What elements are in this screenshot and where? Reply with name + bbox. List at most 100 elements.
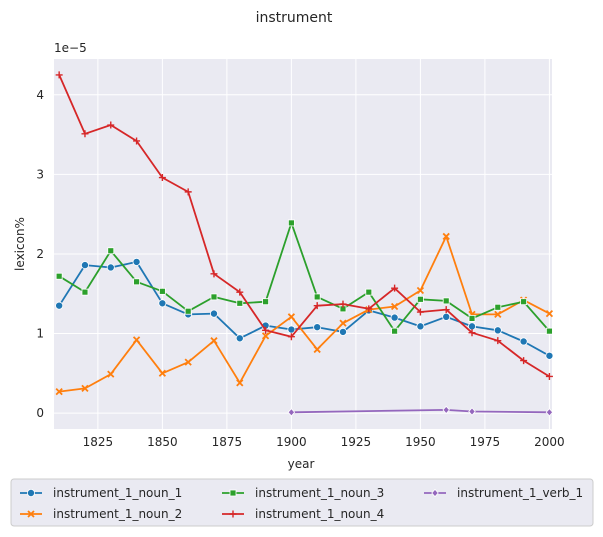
series-line	[58, 74, 550, 378]
y-tick-label: 2	[36, 247, 44, 261]
legend-item: instrument_1_verb_1	[424, 486, 583, 500]
data-point	[81, 288, 89, 296]
series-line	[291, 408, 550, 414]
data-point	[545, 309, 554, 318]
data-point	[184, 307, 192, 315]
data-point	[229, 489, 237, 497]
data-point	[133, 278, 140, 286]
y-tick-label: 4	[36, 88, 44, 102]
data-point	[209, 309, 218, 318]
data-point	[468, 329, 476, 337]
data-point	[229, 510, 237, 518]
data-point	[338, 327, 347, 336]
data-point	[80, 261, 89, 270]
legend-label: instrument_1_noun_3	[255, 486, 384, 500]
x-tick-label: 1875	[212, 435, 243, 449]
data-point	[313, 293, 321, 301]
data-point	[81, 130, 89, 138]
data-point	[55, 387, 63, 396]
data-point	[493, 326, 502, 335]
x-tick-label: 1925	[341, 435, 372, 449]
series-line	[59, 235, 550, 393]
data-point	[442, 312, 451, 321]
data-point	[416, 322, 425, 331]
data-point	[520, 357, 528, 365]
x-tick-label: 1975	[470, 435, 501, 449]
x-tick-label: 1900	[276, 435, 307, 449]
data-point	[339, 319, 347, 327]
data-point	[287, 333, 295, 341]
data-point	[442, 306, 450, 314]
grid	[54, 59, 552, 429]
data-point	[468, 407, 476, 416]
data-point	[210, 337, 218, 345]
data-point	[236, 379, 244, 387]
y-multiplier: 1e−5	[54, 41, 87, 55]
data-point	[158, 174, 166, 182]
plot-background	[54, 59, 552, 429]
x-tick-label: 1825	[83, 435, 114, 449]
data-point	[158, 299, 167, 308]
series-lines	[55, 71, 554, 417]
data-point	[158, 287, 166, 295]
x-axis-label: year	[288, 457, 315, 471]
data-point	[158, 369, 167, 377]
data-point	[494, 337, 502, 345]
data-point	[287, 325, 296, 334]
data-point	[210, 293, 218, 301]
data-point	[184, 358, 192, 366]
data-point	[431, 488, 439, 498]
x-tick-label: 1950	[405, 435, 436, 449]
legend: instrument_1_noun_1 instrument_1_noun_2 in…	[10, 478, 594, 527]
data-point	[27, 510, 35, 518]
data-point	[468, 314, 476, 322]
data-point	[26, 488, 35, 497]
data-point	[235, 334, 244, 343]
data-point	[261, 332, 270, 340]
data-point	[107, 247, 115, 255]
legend-label: instrument_1_verb_1	[457, 486, 583, 500]
legend-label: instrument_1_noun_1	[53, 486, 182, 500]
data-point	[442, 405, 450, 415]
data-point	[520, 298, 528, 306]
data-point	[519, 337, 528, 346]
series-instrument_1_noun_4	[55, 71, 553, 380]
data-point	[416, 286, 425, 295]
legend-item: instrument_1_noun_3	[222, 486, 384, 500]
data-point	[442, 297, 450, 305]
data-point	[417, 295, 424, 303]
data-point	[313, 345, 321, 354]
data-point	[546, 327, 553, 335]
data-point	[236, 299, 244, 307]
legend-frame	[10, 478, 594, 527]
y-tick-label: 3	[36, 167, 44, 181]
data-point	[55, 272, 63, 280]
legend-label: instrument_1_noun_2	[53, 507, 182, 521]
data-point	[210, 270, 218, 278]
data-point	[390, 313, 399, 322]
data-point	[391, 284, 399, 292]
legend-item: instrument_1_noun_4	[222, 507, 384, 521]
data-point	[313, 323, 322, 332]
data-point	[287, 219, 295, 227]
series-instrument_1_noun_3	[55, 219, 553, 335]
data-point	[545, 408, 554, 417]
data-point	[55, 71, 63, 79]
series-line	[58, 260, 550, 357]
data-point	[55, 301, 64, 310]
data-point	[184, 188, 192, 196]
data-point	[365, 288, 373, 296]
data-point	[494, 303, 502, 311]
x-tick-label: 1850	[147, 435, 178, 449]
y-tick-label: 1	[36, 327, 44, 341]
data-point	[468, 322, 477, 331]
legend-item: instrument_1_noun_1	[20, 486, 182, 500]
data-point	[81, 384, 89, 393]
data-point	[545, 372, 553, 380]
data-point	[494, 310, 502, 319]
data-point	[132, 257, 141, 266]
data-point	[107, 370, 115, 378]
data-point	[106, 263, 115, 272]
y-tick-label: 0	[36, 406, 44, 420]
